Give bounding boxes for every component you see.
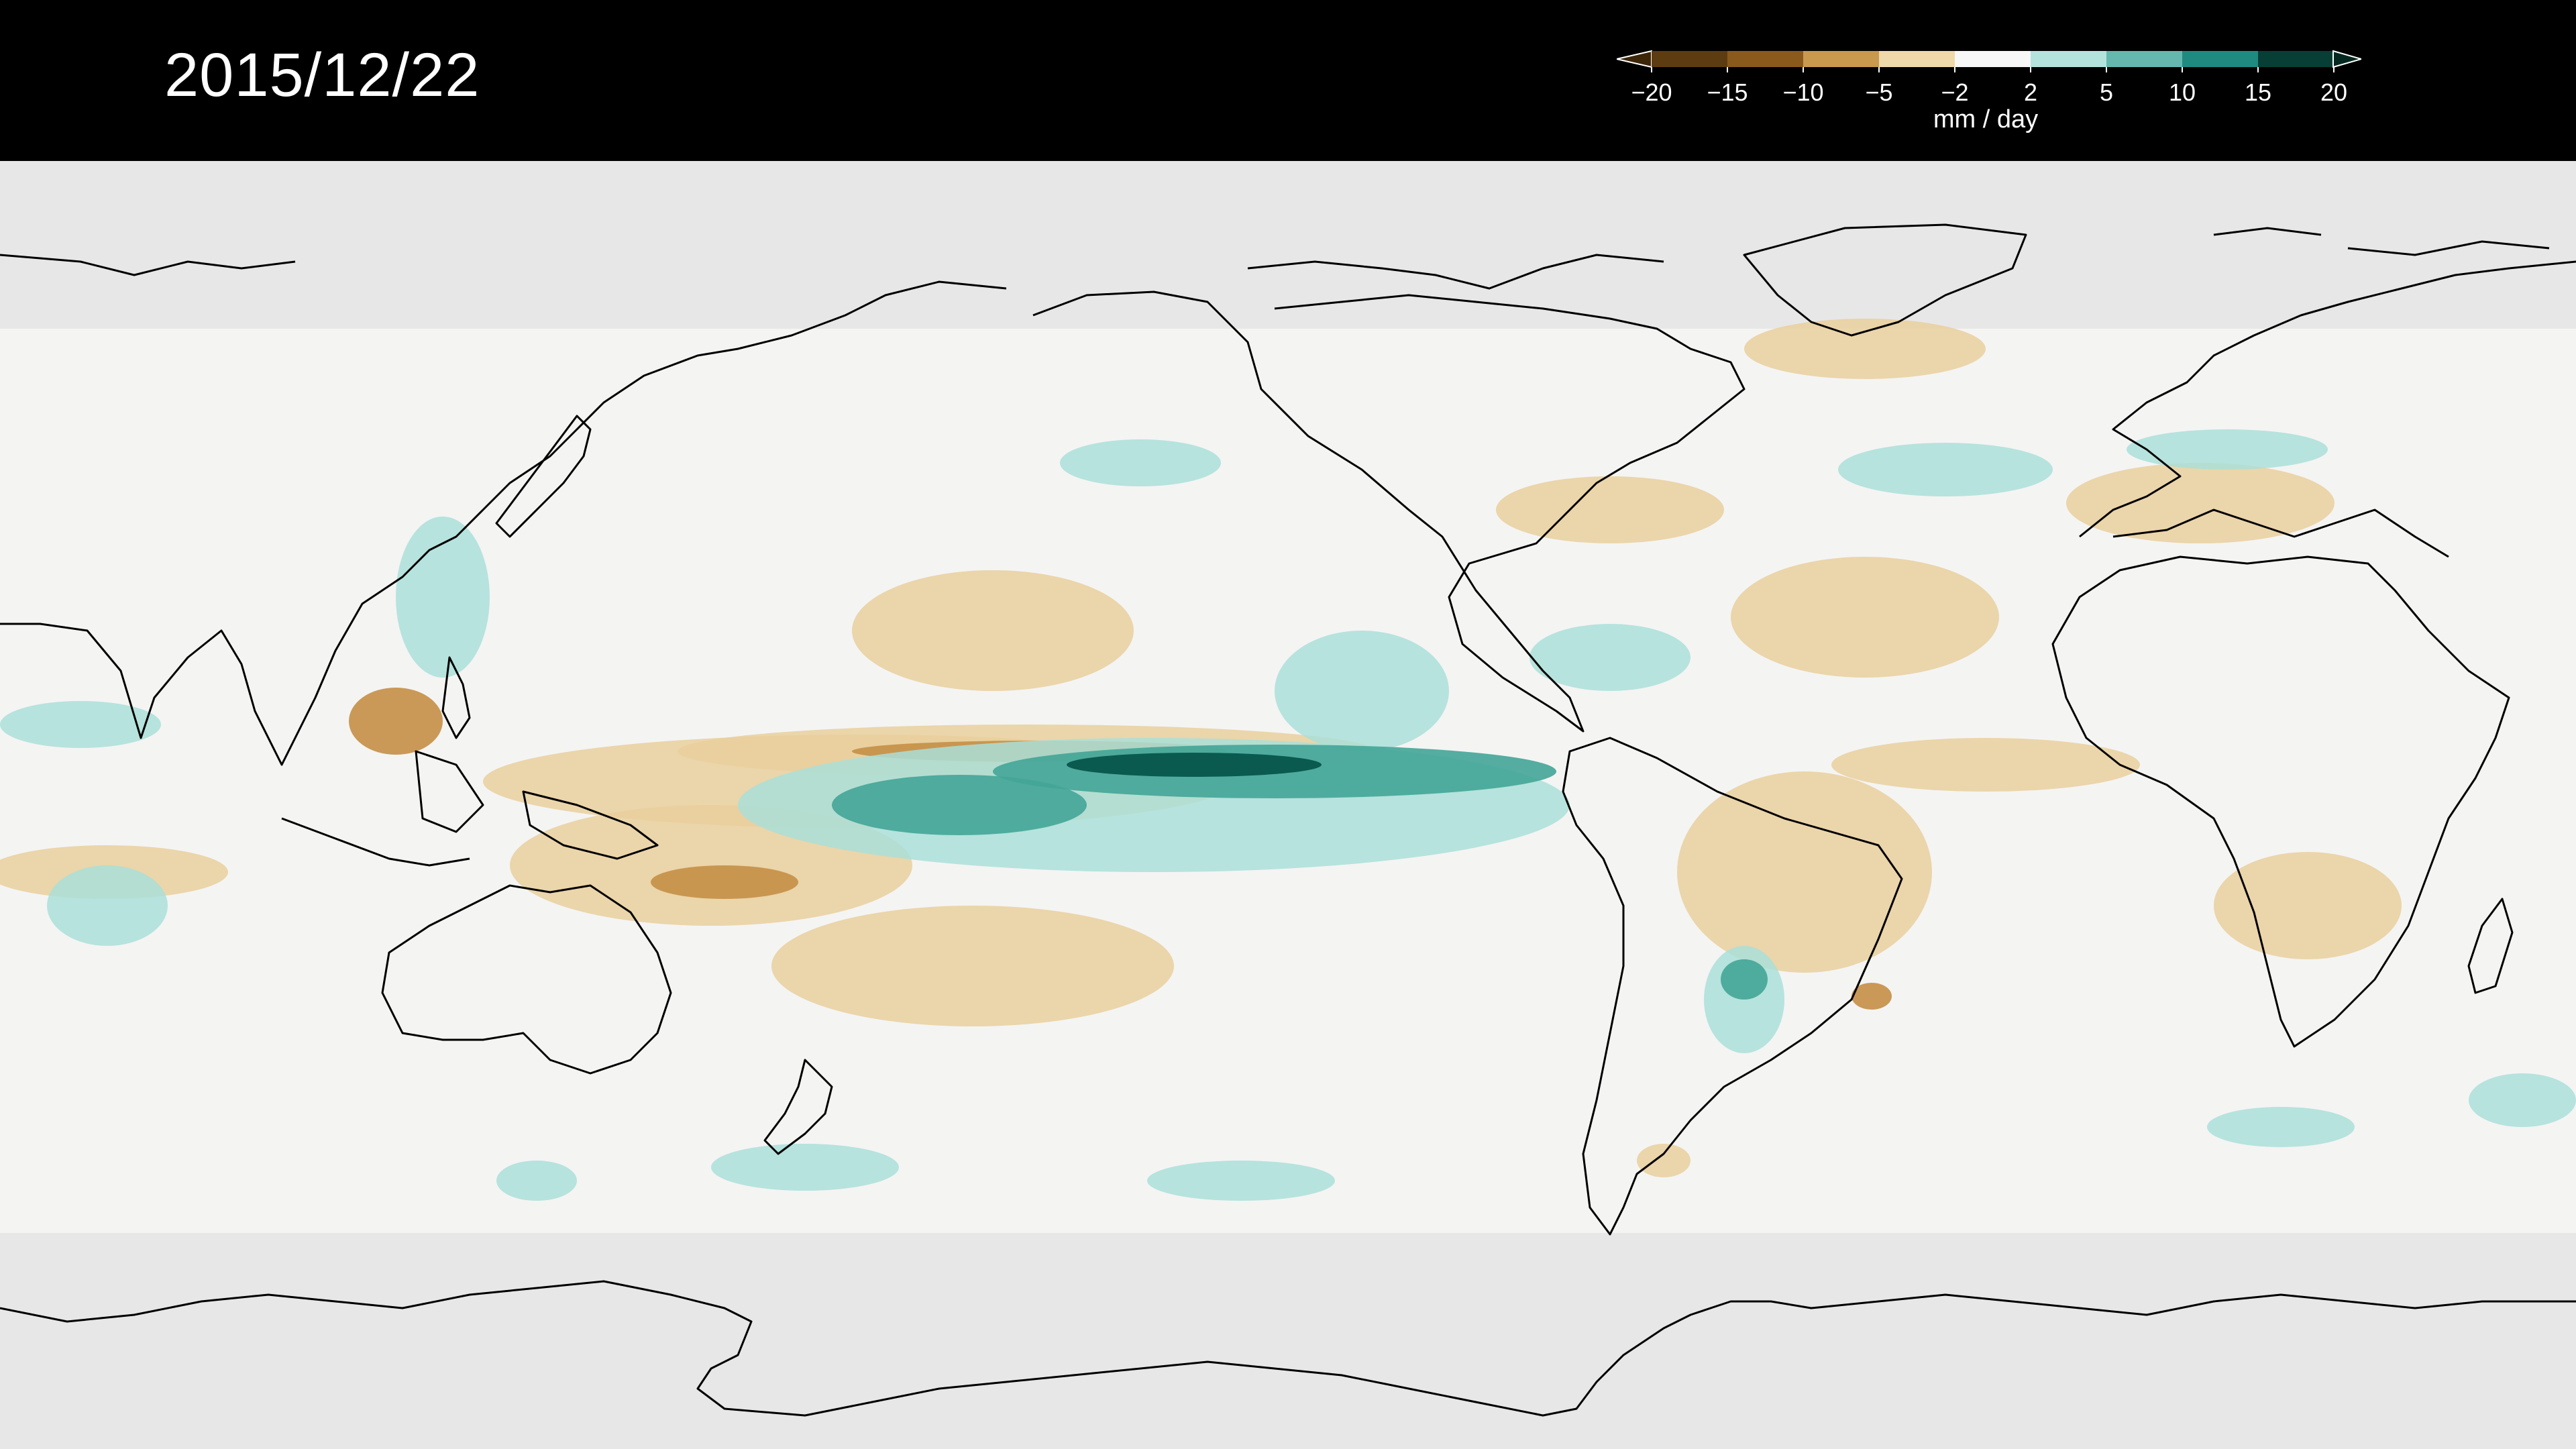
colorbar-tick-label: −10 [1782, 78, 1823, 106]
colorbar-bin [1652, 51, 1727, 67]
dry-anomaly-patch [1731, 557, 1999, 678]
wet-anomaly-patch [2207, 1107, 2355, 1147]
coastline-africa [2051, 555, 2510, 1048]
colorbar-tick-label: 2 [2024, 78, 2037, 106]
dry-anomaly-patch [1831, 738, 2140, 792]
dry-anomaly-patch [852, 570, 1134, 691]
dry-anomaly-core [1851, 983, 1892, 1010]
header-bar: 2015/12/22 −20 −15 −10 −5 −2 2 5 10 15 20 mm / da… [0, 0, 2576, 161]
coastline-asia [0, 280, 1007, 766]
colorbar-legend: −20 −15 −10 −5 −2 2 5 10 15 20 mm / day [1617, 50, 2361, 133]
wet-anomaly-patch [496, 1161, 577, 1201]
wet-anomaly-core [832, 775, 1087, 835]
colorbar-tick-label: −2 [1941, 78, 1968, 106]
colorbar-tick-label: 10 [2169, 78, 2196, 106]
coastline-antarctica [0, 1280, 2576, 1417]
colorbar-tick-label: 5 [2100, 78, 2113, 106]
coastline-new-zealand [763, 1059, 833, 1155]
colorbar-tick-label: 15 [2245, 78, 2271, 106]
wet-anomaly-patch [1060, 439, 1221, 486]
wet-anomaly-patch [1838, 443, 2053, 496]
colorbar-bin [1955, 51, 2031, 67]
dry-anomaly-core [651, 865, 798, 899]
colorbar-bin [2182, 51, 2258, 67]
coastlines [0, 223, 2576, 1417]
north-polar-band [0, 161, 2576, 329]
precipitation-anomaly-layer [0, 319, 2576, 1201]
wet-anomaly-patch [396, 517, 490, 678]
south-polar-band [0, 1233, 2576, 1449]
coastline-indonesia [281, 750, 659, 867]
wet-anomaly-patch [2469, 1073, 2576, 1127]
coastline-mediterranean [2112, 508, 2449, 558]
coastline-north-america [1032, 290, 1746, 733]
colorbar-over-arrow [2332, 50, 2361, 68]
world-map [0, 161, 2576, 1449]
colorbar-bin [2258, 51, 2334, 67]
dry-anomaly-patch [2066, 463, 2334, 543]
wet-anomaly-patch [1275, 631, 1449, 751]
colorbar-tick-label: −20 [1631, 78, 1672, 106]
coastline-australia [381, 884, 672, 1075]
wet-anomaly-patch [1147, 1161, 1335, 1201]
colorbar-bin [2031, 51, 2106, 67]
coastline-japan [495, 415, 592, 538]
colorbar-bin [2106, 51, 2182, 67]
coastline-south-america [1562, 737, 1903, 1236]
colorbar-tick-label: −15 [1707, 78, 1748, 106]
colorbar-bin [1803, 51, 1879, 67]
dry-anomaly-patch [1744, 319, 1986, 379]
colorbar-tick-label: 20 [2320, 78, 2347, 106]
date-label: 2015/12/22 [164, 41, 480, 109]
dry-anomaly-patch [1677, 771, 1932, 973]
wet-anomaly-core [1721, 959, 1768, 1000]
colorbar-unit-label: mm / day [1933, 105, 2038, 133]
wet-anomaly-patch [47, 865, 168, 946]
dry-anomaly-patch [2214, 852, 2402, 959]
dry-anomaly-core [349, 688, 443, 755]
wet-anomaly-patch [1529, 624, 1690, 691]
wet-anomaly-patch [711, 1144, 899, 1191]
wet-anomaly-patch [0, 701, 161, 748]
wet-anomaly-peak [1067, 753, 1322, 777]
coastline-arctic-islands [0, 227, 2550, 290]
dry-anomaly-patch [1496, 476, 1724, 543]
dry-anomaly-patch [771, 906, 1174, 1026]
coastline-europe [2079, 260, 2576, 538]
wet-anomaly-patch [2127, 429, 2328, 470]
colorbar-bin [1727, 51, 1803, 67]
coastline-philippines [441, 656, 471, 739]
colorbar-under-arrow [1617, 50, 1652, 68]
colorbar-tick-label: −5 [1865, 78, 1892, 106]
dry-anomaly-patch [1637, 1144, 1690, 1177]
coastline-greenland [1743, 223, 2027, 337]
coastline-madagascar [2467, 898, 2514, 994]
colorbar-bin [1879, 51, 1955, 67]
